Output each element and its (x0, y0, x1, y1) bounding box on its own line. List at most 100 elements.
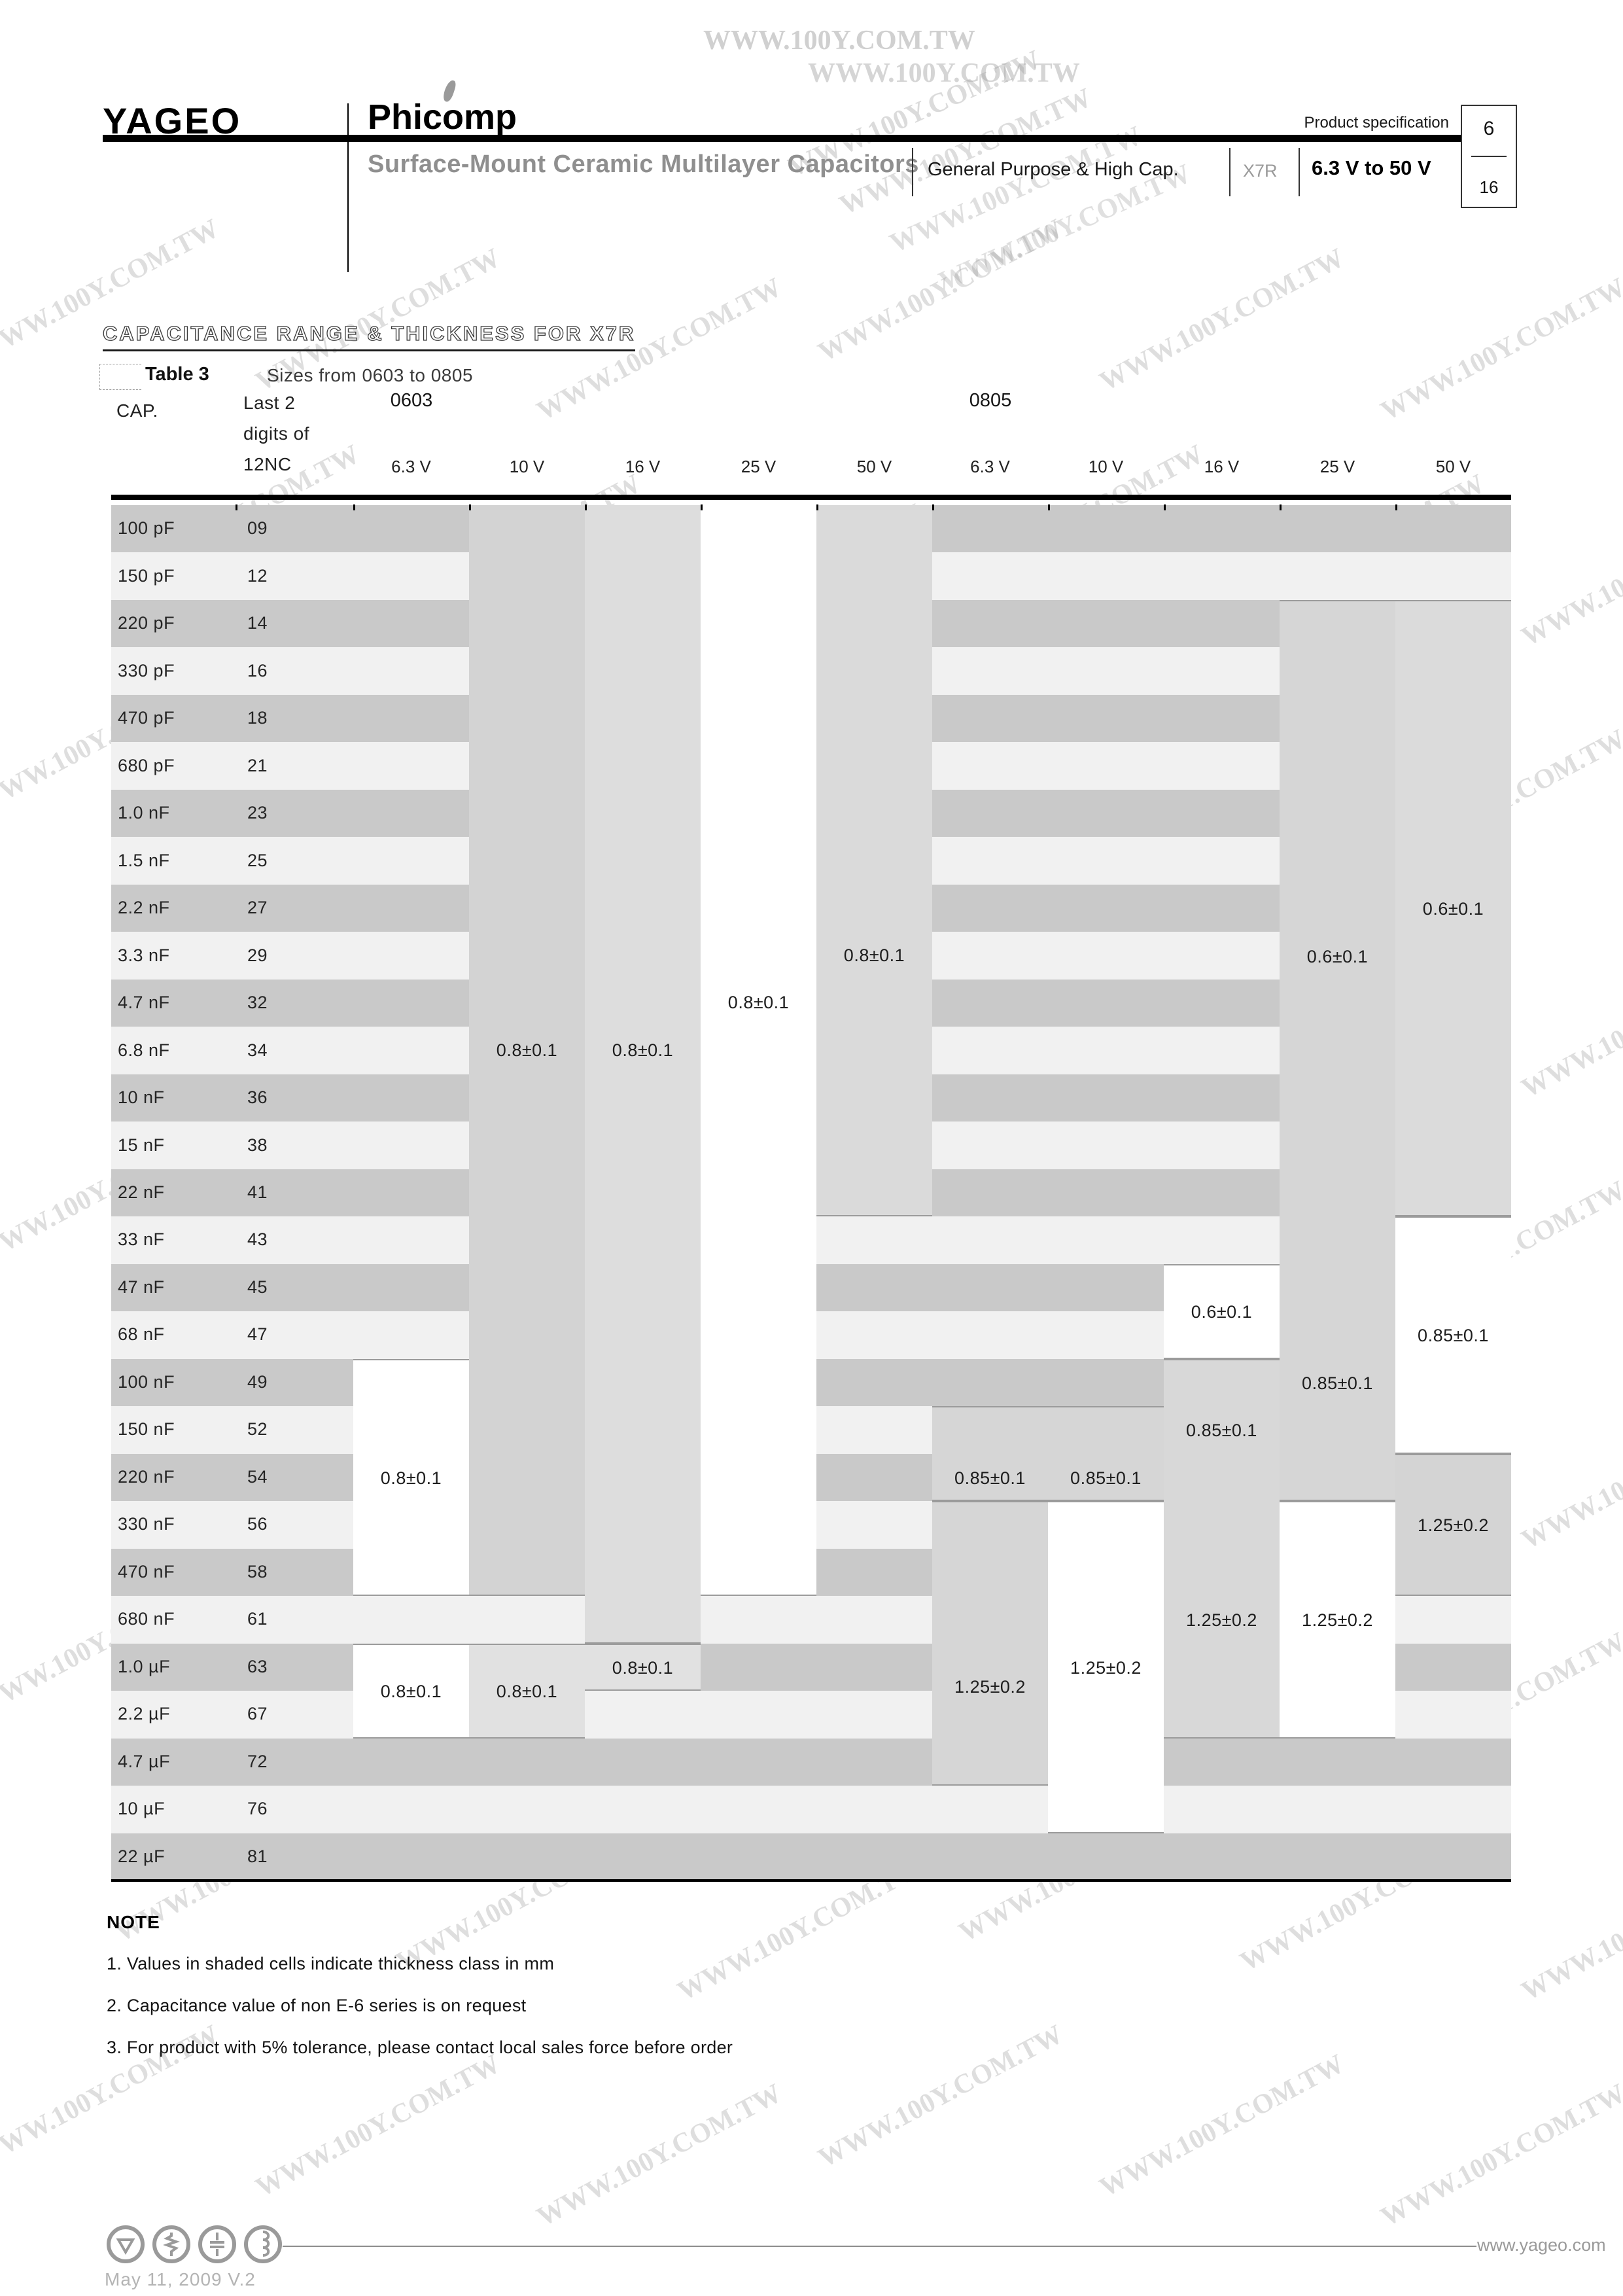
capacitance-thickness-table: 0.8±0.1 0.8±0.1 0.8±0.1 0.8±0.1 0.8±0.1 0.8±0… (111, 504, 1511, 1881)
column-tick (1164, 504, 1166, 510)
thickness-block: 1.25±0.2 (1395, 1453, 1511, 1597)
code-value-label: 29 (247, 945, 268, 965)
code-value-label: 23 (247, 803, 268, 823)
code-value-label: 52 (247, 1419, 268, 1439)
thickness-block: 0.85±0.1 (1395, 1216, 1511, 1454)
cap-value-label: 220 pF (118, 613, 175, 633)
revision-date: May 11, 2009 V.2 (105, 2269, 256, 2289)
code-value-label: 67 (247, 1704, 268, 1724)
thickness-block: 0.6±0.1 0.85±0.1 (1280, 599, 1395, 1502)
watermark-text: WWW.100Y.COM.TW (1516, 1401, 1623, 1555)
thickness-block: 0.6±0.1 (1164, 1263, 1280, 1359)
cap-value-label: 33 nF (118, 1229, 165, 1250)
thickness-value: 0.8±0.1 (843, 945, 905, 965)
triangle-icon (107, 2225, 145, 2263)
cap-value-label: 10 µF (118, 1799, 166, 1819)
voltage-header: 16 V (625, 457, 661, 476)
thickness-value: 1.25±0.2 (1186, 1610, 1257, 1631)
cap-value-label: 220 nF (118, 1466, 175, 1487)
thickness-block: 0.8±0.1 (585, 1643, 701, 1691)
table-row-stripe (111, 1833, 1511, 1881)
code-value-label: 36 (247, 1087, 268, 1108)
document-title: Surface-Mount Ceramic Multilayer Capacit… (368, 150, 919, 178)
thickness-block: 1.25±0.2 (1048, 1501, 1164, 1833)
code-value-label: 18 (247, 708, 268, 728)
code-column-header-line3: 12NC (243, 454, 292, 474)
cap-value-label: 150 nF (118, 1419, 175, 1439)
header-vertical-divider (347, 103, 349, 272)
voltage-header: 10 V (509, 457, 545, 476)
cap-value-label: 1.0 µF (118, 1656, 171, 1676)
phicomp-logo: Phicomp (368, 79, 517, 137)
code-value-label: 27 (247, 898, 268, 918)
watermark-text: WWW.100Y.COM.TW (1516, 949, 1623, 1104)
capacitor-icon (198, 2225, 236, 2263)
thickness-value: 1.25±0.2 (1302, 1610, 1373, 1631)
footer-icons (105, 2223, 284, 2265)
note-item-2: 2. Capacitance value of non E-6 series i… (107, 1996, 527, 2015)
column-tick (932, 504, 934, 510)
voltage-header: 16 V (1204, 457, 1240, 476)
resistor-icon (152, 2225, 190, 2263)
cap-value-label: 2.2 µF (118, 1704, 171, 1724)
code-value-label: 43 (247, 1229, 268, 1250)
column-tick (816, 504, 818, 510)
voltage-header: 25 V (1319, 457, 1355, 476)
thickness-value: 0.8±0.1 (496, 1040, 558, 1060)
thickness-value: 0.8±0.1 (612, 1657, 674, 1678)
voltage-header: 6.3 V (970, 457, 1010, 476)
code-column-header-line1: Last 2 (243, 393, 296, 413)
watermark-text: WWW.100Y.COM.TW (1376, 272, 1623, 427)
cap-value-label: 3.3 nF (118, 945, 170, 965)
cap-value-label: 6.8 nF (118, 1040, 170, 1060)
thickness-block: 1.25±0.2 (932, 1501, 1048, 1786)
title-separator (1229, 148, 1230, 196)
thickness-value: 0.85±0.1 (1070, 1468, 1142, 1488)
page-number: 6 (1483, 118, 1495, 139)
thickness-value: 1.25±0.2 (1418, 1515, 1489, 1536)
thickness-block: 0.8±0.1 (353, 1643, 469, 1739)
table-row-stripe (111, 1738, 1511, 1786)
code-value-label: 38 (247, 1135, 268, 1155)
cap-value-label: 4.7 nF (118, 993, 170, 1013)
cap-value-label: 680 pF (118, 755, 175, 775)
cap-value-label: 470 nF (118, 1561, 175, 1581)
yageo-logo: YAGEO (103, 100, 242, 141)
voltage-header: 50 V (856, 457, 892, 476)
title-separator (912, 148, 913, 196)
page-number-box: 6 16 (1461, 105, 1517, 208)
code-column-header-line2: digits of (243, 423, 309, 444)
thickness-value: 0.8±0.1 (380, 1468, 442, 1488)
cap-value-label: 100 pF (118, 518, 175, 539)
code-value-label: 41 (247, 1182, 268, 1202)
code-value-label: 34 (247, 1040, 268, 1060)
inductor-icon (244, 2225, 282, 2263)
cap-value-label: 470 pF (118, 708, 175, 728)
watermark-text: WWW.100Y.COM.TW (1516, 1852, 1623, 2007)
section-heading: CAPACITANCE RANGE & THICKNESS FOR X7R (102, 321, 636, 351)
cap-value-label: 1.0 nF (118, 803, 170, 823)
column-tick (353, 504, 355, 510)
watermark-text: WWW.100Y.COM.TW (1516, 498, 1623, 652)
column-tick (1395, 504, 1397, 510)
code-value-label: 25 (247, 850, 268, 870)
series-label: X7R (1243, 161, 1278, 181)
watermark-text: WWW.100Y.COM.TW (703, 26, 975, 56)
code-value-label: 76 (247, 1799, 268, 1819)
code-value-label: 21 (247, 755, 268, 775)
thickness-value: 0.8±0.1 (496, 1682, 558, 1702)
thickness-block: 0.8±0.1 (585, 505, 701, 1644)
thickness-block: 0.8±0.1 (701, 505, 816, 1597)
thickness-value: 0.85±0.1 (1186, 1421, 1257, 1441)
cap-value-label: 15 nF (118, 1135, 165, 1155)
cap-value-label: 22 nF (118, 1182, 165, 1202)
column-tick (1048, 504, 1050, 510)
cap-column-header: CAP. (116, 400, 158, 421)
voltage-header: 6.3 V (391, 457, 431, 476)
website-link[interactable]: www.yageo.com (1477, 2235, 1606, 2255)
code-value-label: 09 (247, 518, 268, 539)
code-value-label: 32 (247, 993, 268, 1013)
thickness-block: 0.8±0.1 (353, 1358, 469, 1597)
thickness-value: 0.85±0.1 (1302, 1373, 1373, 1393)
